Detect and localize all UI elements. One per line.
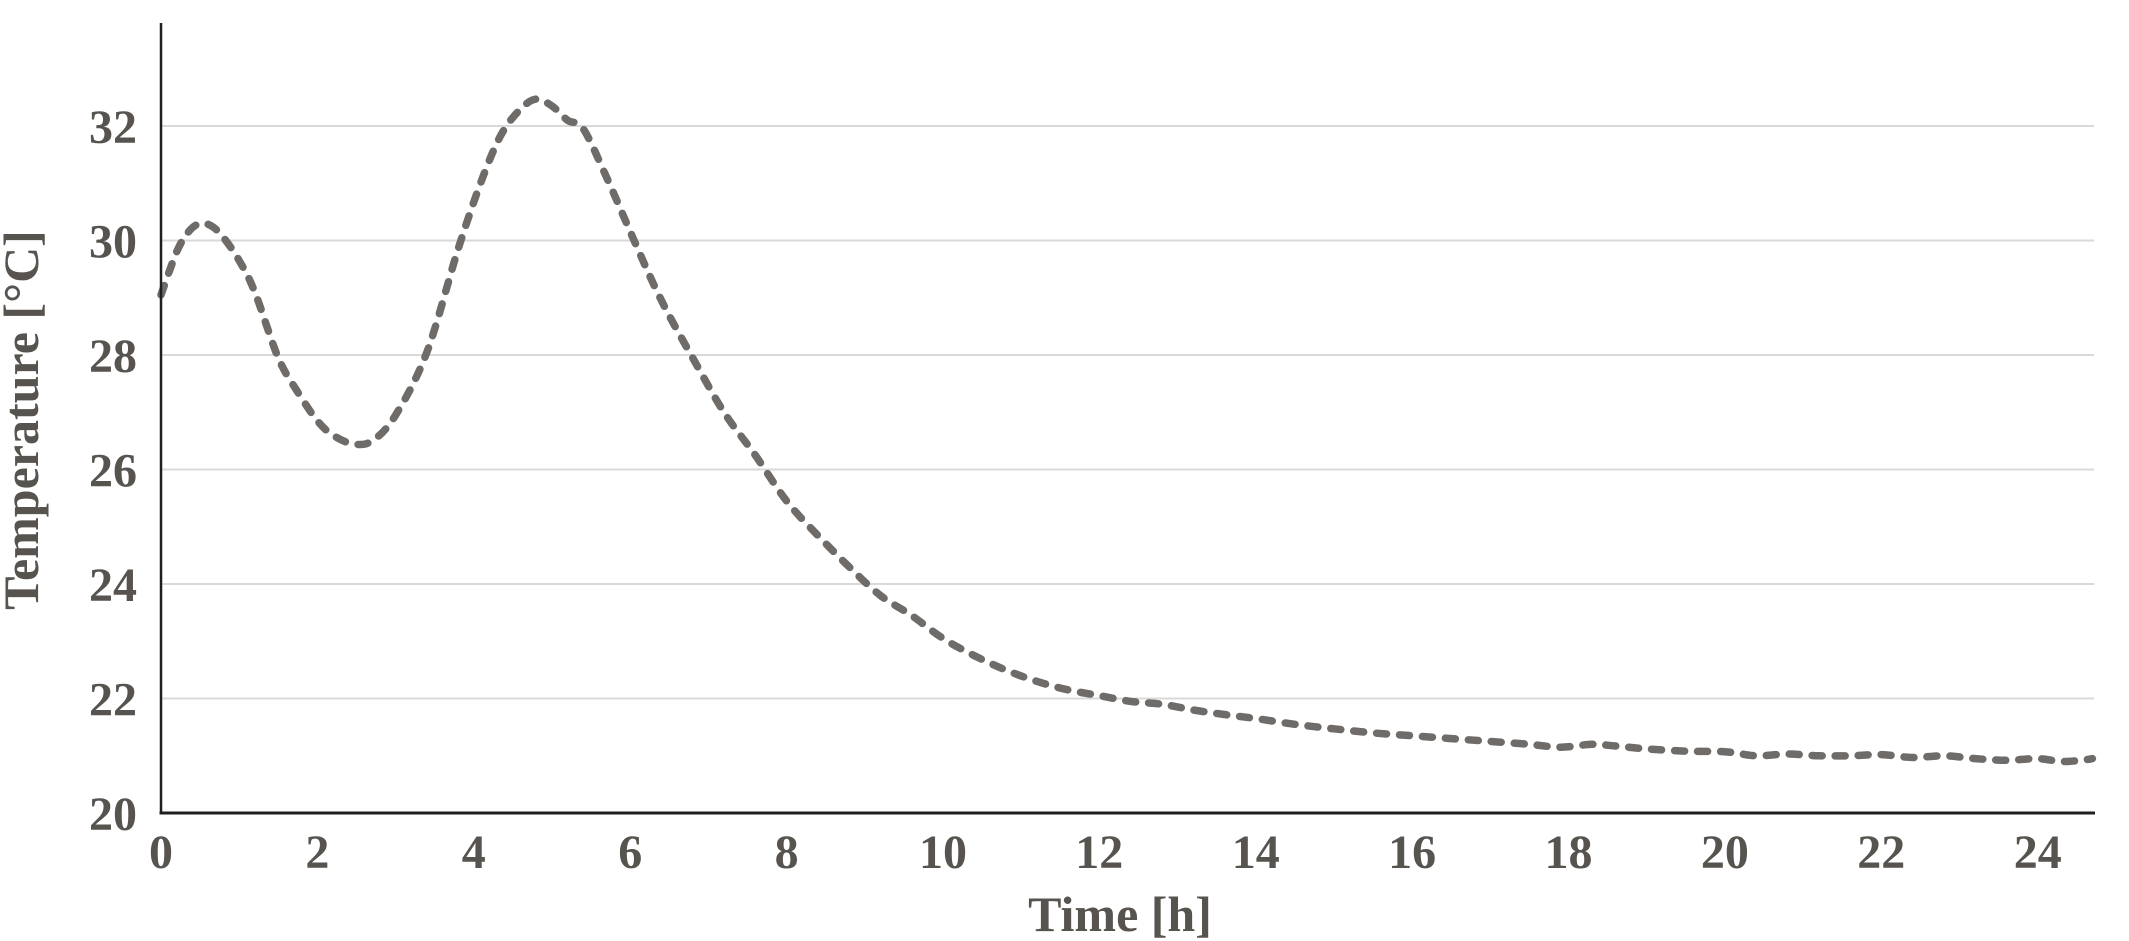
y-tick-label-22: 22 [89, 674, 137, 727]
y-tick-label-30: 30 [89, 216, 137, 269]
y-tick-label-20: 20 [89, 788, 137, 841]
x-tick-label-12: 12 [1075, 826, 1123, 879]
x-axis-title: Time [h] [1028, 886, 1212, 941]
x-tick-label-20: 20 [1701, 826, 1749, 879]
x-tick-label-8: 8 [775, 826, 799, 879]
x-tick-label-22: 22 [1857, 826, 1905, 879]
y-axis-tick-labels: 20 22 24 26 28 30 32 [89, 101, 137, 841]
y-tick-label-26: 26 [89, 445, 137, 498]
x-axis-tick-labels: 0 2 4 6 8 10 12 14 16 18 20 22 24 [149, 826, 2062, 879]
x-tick-label-10: 10 [919, 826, 967, 879]
y-tick-label-24: 24 [89, 559, 137, 612]
y-tick-label-32: 32 [89, 101, 137, 154]
x-tick-label-6: 6 [618, 826, 642, 879]
x-tick-label-18: 18 [1545, 826, 1593, 879]
y-axis-title: Temperature [°C] [0, 230, 49, 610]
temperature-series-line [157, 95, 2097, 766]
x-tick-label-2: 2 [305, 826, 329, 879]
y-tick-label-28: 28 [89, 330, 137, 383]
x-tick-label-24: 24 [2014, 826, 2062, 879]
x-tick-label-14: 14 [1232, 826, 1280, 879]
x-tick-label-16: 16 [1388, 826, 1436, 879]
gridlines [161, 125, 2094, 700]
x-tick-label-4: 4 [462, 826, 486, 879]
x-tick-label-0: 0 [149, 826, 173, 879]
